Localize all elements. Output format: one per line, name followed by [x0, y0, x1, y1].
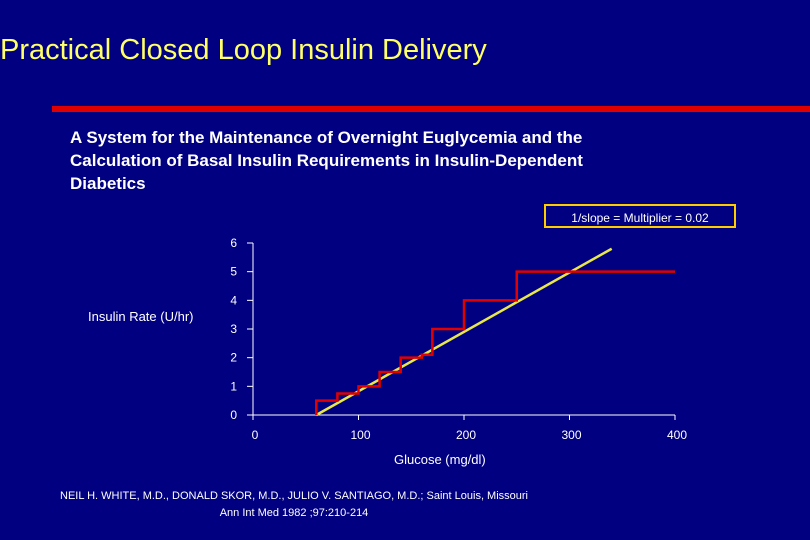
paper-title: A System for the Maintenance of Overnigh… — [70, 126, 710, 195]
y-tick-label: 5 — [230, 265, 237, 279]
title-underline — [52, 106, 810, 112]
y-tick-label: 3 — [230, 322, 237, 336]
paper-title-line-2: Calculation of Basal Insulin Requirement… — [70, 151, 583, 170]
y-tick-label: 0 — [230, 408, 237, 422]
citation-journal: Ann Int Med 1982 ;97:210-214 — [219, 507, 369, 519]
multiplier-callout: 1/slope = Multiplier = 0.02 — [544, 204, 736, 228]
y-tick-label: 4 — [230, 293, 237, 307]
y-tick-label: 6 — [230, 236, 237, 250]
x-tick-label: 200 — [456, 428, 476, 442]
paper-title-line-3: Diabetics — [70, 174, 146, 193]
x-tick-label: 0 — [252, 428, 259, 442]
citation: NEIL H. WHITE, M.D., DONALD SKOR, M.D., … — [34, 488, 554, 522]
y-axis-label: Insulin Rate (U/hr) — [88, 309, 194, 324]
x-tick-label: 100 — [350, 428, 370, 442]
slide-title: Practical Closed Loop Insulin Delivery — [0, 34, 487, 66]
x-tick-label: 400 — [667, 428, 687, 442]
x-axis-label: Glucose (mg/dl) — [394, 452, 486, 467]
citation-authors: NEIL H. WHITE, M.D., DONALD SKOR, M.D., … — [60, 490, 528, 502]
linear-series-line — [315, 247, 613, 417]
paper-title-line-1: A System for the Maintenance of Overnigh… — [70, 128, 583, 147]
y-tick-label: 1 — [230, 379, 237, 393]
step-series-line — [315, 270, 675, 415]
y-tick-label: 2 — [230, 351, 237, 365]
x-tick-label: 300 — [561, 428, 581, 442]
